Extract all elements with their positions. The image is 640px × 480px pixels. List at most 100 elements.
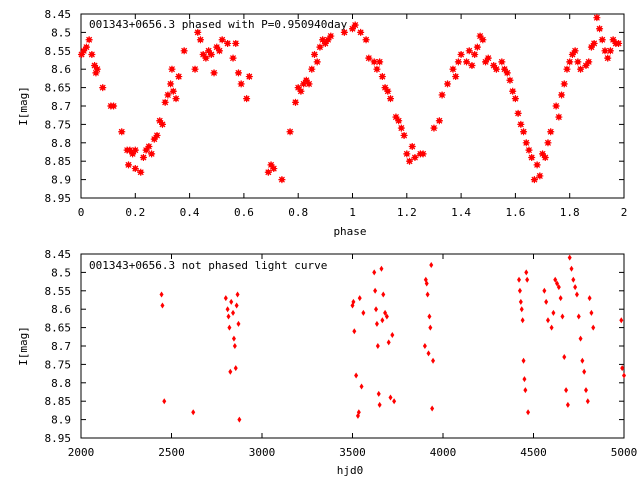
x-tick-label: 0 bbox=[78, 206, 85, 219]
data-point bbox=[406, 157, 414, 165]
data-point bbox=[270, 165, 278, 173]
data-point bbox=[313, 58, 321, 66]
data-point bbox=[352, 328, 357, 335]
data-point bbox=[162, 398, 167, 405]
data-point bbox=[392, 398, 397, 405]
data-point bbox=[194, 28, 202, 36]
data-point bbox=[153, 131, 161, 139]
data-point bbox=[160, 302, 165, 309]
x-tick-label: 1.4 bbox=[451, 206, 471, 219]
data-point bbox=[85, 36, 93, 44]
data-point bbox=[521, 357, 526, 364]
data-point bbox=[419, 150, 427, 158]
data-point bbox=[552, 102, 560, 110]
data-point bbox=[457, 50, 465, 58]
phased-x-axis-label: phase bbox=[333, 225, 366, 238]
y-tick-label: 8.9 bbox=[51, 414, 71, 427]
data-point bbox=[91, 62, 99, 70]
data-point bbox=[574, 58, 582, 66]
data-point bbox=[387, 95, 395, 103]
data-point bbox=[118, 128, 126, 136]
data-point bbox=[365, 54, 373, 62]
data-point bbox=[498, 58, 506, 66]
data-point bbox=[435, 117, 443, 125]
data-point bbox=[565, 401, 570, 408]
data-point bbox=[264, 168, 272, 176]
data-point bbox=[227, 324, 232, 331]
data-point bbox=[503, 69, 511, 77]
data-point bbox=[131, 165, 139, 173]
data-point bbox=[615, 39, 623, 47]
data-point bbox=[392, 113, 400, 121]
data-point bbox=[327, 32, 335, 40]
data-point bbox=[373, 287, 378, 294]
data-point bbox=[110, 102, 118, 110]
data-point bbox=[589, 309, 594, 316]
data-point bbox=[351, 298, 356, 305]
data-point bbox=[223, 295, 228, 302]
data-point bbox=[620, 365, 625, 372]
data-point bbox=[425, 291, 430, 298]
data-point bbox=[243, 95, 251, 103]
data-point bbox=[380, 317, 385, 324]
data-point bbox=[357, 28, 365, 36]
y-tick-label: 8.55 bbox=[45, 45, 72, 58]
x-tick-label: 0.4 bbox=[180, 206, 200, 219]
data-point bbox=[129, 150, 137, 158]
phased-plot-frame bbox=[80, 13, 625, 199]
data-point bbox=[567, 254, 572, 261]
data-point bbox=[427, 313, 432, 320]
data-point bbox=[551, 309, 556, 316]
data-point bbox=[523, 387, 528, 394]
data-point bbox=[297, 87, 305, 95]
data-point bbox=[424, 280, 429, 287]
unphased-y-axis-label: I[mag] bbox=[17, 326, 30, 366]
data-point bbox=[233, 365, 238, 372]
data-point bbox=[205, 47, 213, 55]
y-tick-label: 8.95 bbox=[45, 192, 72, 205]
data-point bbox=[340, 28, 348, 36]
data-point bbox=[604, 54, 612, 62]
data-point bbox=[569, 265, 574, 272]
data-point bbox=[80, 47, 88, 55]
data-point bbox=[590, 39, 598, 47]
data-point bbox=[267, 161, 275, 169]
data-point bbox=[199, 50, 207, 58]
data-point bbox=[542, 287, 547, 294]
y-tick-label: 8.55 bbox=[45, 285, 72, 298]
data-point bbox=[349, 25, 356, 33]
data-point bbox=[381, 291, 386, 298]
data-point bbox=[351, 21, 359, 29]
data-point bbox=[361, 309, 366, 316]
data-point bbox=[582, 368, 587, 375]
data-point bbox=[566, 58, 574, 66]
data-point bbox=[158, 120, 166, 128]
data-point bbox=[191, 409, 196, 416]
data-point bbox=[562, 354, 567, 361]
data-point bbox=[452, 73, 460, 81]
data-point bbox=[555, 280, 560, 287]
y-tick-label: 8.9 bbox=[51, 174, 71, 187]
data-point bbox=[544, 139, 552, 147]
data-point bbox=[232, 39, 240, 47]
data-point bbox=[225, 306, 230, 313]
data-point bbox=[560, 313, 565, 320]
data-point bbox=[321, 39, 329, 47]
x-tick-label: 3500 bbox=[339, 446, 366, 459]
data-point bbox=[596, 25, 604, 33]
data-point bbox=[237, 80, 245, 88]
x-tick-label: 1.6 bbox=[505, 206, 525, 219]
data-point bbox=[582, 62, 590, 70]
data-point bbox=[568, 50, 576, 58]
data-point bbox=[484, 54, 492, 62]
data-point bbox=[148, 150, 156, 158]
data-point bbox=[215, 47, 223, 55]
data-point bbox=[429, 262, 434, 269]
data-point bbox=[593, 14, 601, 22]
y-tick-label: 8.7 bbox=[51, 100, 71, 113]
data-point bbox=[520, 128, 528, 136]
data-point bbox=[372, 269, 377, 276]
data-point bbox=[234, 69, 242, 77]
data-point bbox=[463, 58, 471, 66]
